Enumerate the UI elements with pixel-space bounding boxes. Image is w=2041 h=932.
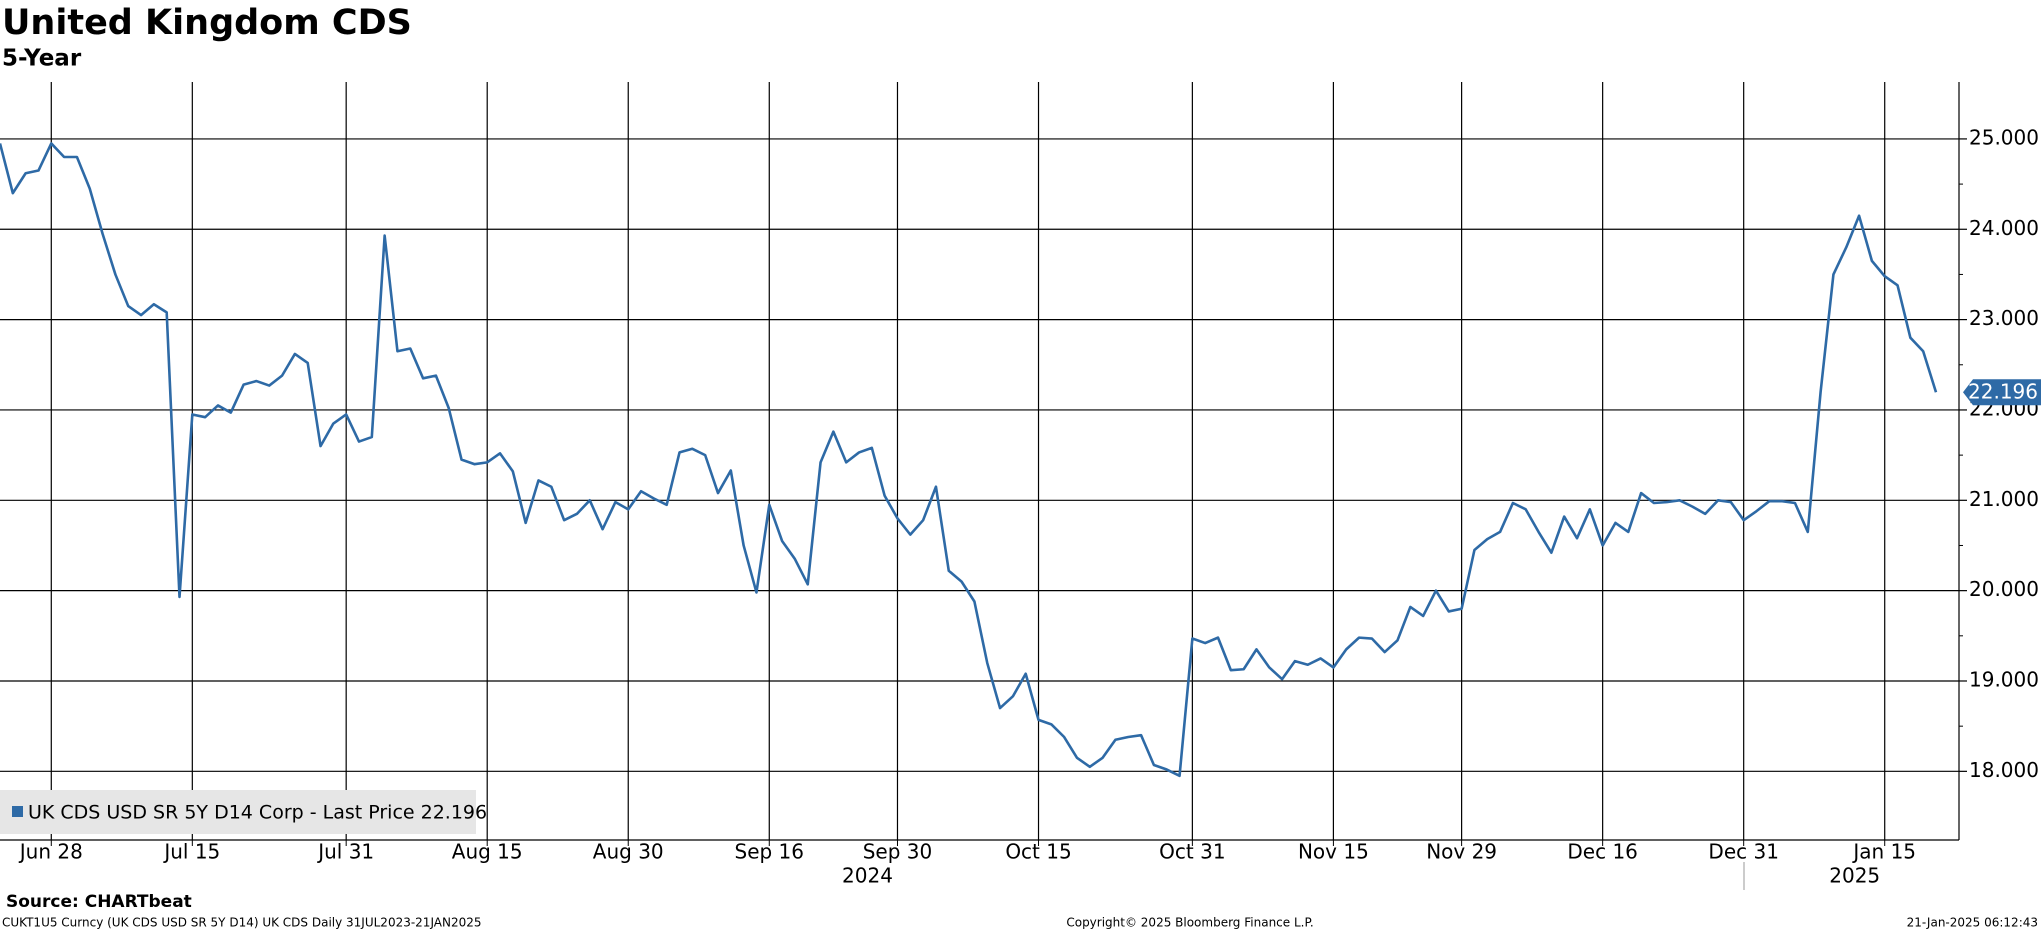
legend: UK CDS USD SR 5Y D14 Corp - Last Price 2… bbox=[0, 790, 487, 834]
legend-label: UK CDS USD SR 5Y D14 Corp - Last Price 2… bbox=[28, 802, 487, 824]
x-tick-label: Jul 15 bbox=[162, 840, 220, 864]
footer-left: CUKT1U5 Curncy (UK CDS USD SR 5Y D14) UK… bbox=[2, 916, 482, 930]
legend-swatch bbox=[12, 806, 23, 817]
x-year-label: 2024 bbox=[842, 864, 893, 888]
x-tick-label: Oct 15 bbox=[1005, 840, 1071, 864]
y-tick-label: 24.000 bbox=[1969, 216, 2039, 240]
y-tick-label: 25.000 bbox=[1969, 125, 2039, 149]
y-tick-label: 21.000 bbox=[1969, 487, 2039, 511]
last-value-tag bbox=[1963, 379, 2041, 406]
y-tick-label: 19.000 bbox=[1969, 667, 2039, 691]
x-tick-label: Jul 31 bbox=[316, 840, 374, 864]
y-tick-label: 18.000 bbox=[1969, 758, 2039, 782]
x-tick-label: Sep 30 bbox=[863, 840, 933, 864]
x-tick-label: Dec 16 bbox=[1567, 840, 1638, 864]
legend-box bbox=[0, 790, 476, 834]
x-tick-label: Nov 29 bbox=[1426, 840, 1497, 864]
footer-right: 21-Jan-2025 06:12:43 bbox=[1907, 916, 2038, 930]
y-tick-label: 23.000 bbox=[1969, 306, 2039, 330]
series-line bbox=[0, 142, 1938, 778]
x-tick-label: Nov 15 bbox=[1298, 840, 1369, 864]
footer-center: Copyright© 2025 Bloomberg Finance L.P. bbox=[1066, 916, 1313, 930]
x-tick-label: Oct 31 bbox=[1159, 840, 1225, 864]
x-tick-label: Aug 15 bbox=[452, 840, 523, 864]
x-tick-label: Dec 31 bbox=[1708, 840, 1779, 864]
x-tick-label: Sep 16 bbox=[735, 840, 805, 864]
y-tick-label: 20.000 bbox=[1969, 577, 2039, 601]
chart-title: United Kingdom CDS bbox=[2, 3, 412, 43]
x-tick-label: Jun 28 bbox=[18, 840, 83, 864]
x-tick-label: Jan 15 bbox=[1851, 840, 1916, 864]
x-year-label: 2025 bbox=[1829, 864, 1880, 888]
plot: 18.00019.00020.00021.00022.00023.00024.0… bbox=[0, 82, 2041, 888]
x-tick-label: Aug 30 bbox=[593, 840, 664, 864]
chart-subtitle: 5-Year bbox=[2, 46, 82, 72]
last-value-label: 22.196 bbox=[1968, 380, 2038, 404]
source: Source: CHARTbeat bbox=[6, 892, 192, 912]
